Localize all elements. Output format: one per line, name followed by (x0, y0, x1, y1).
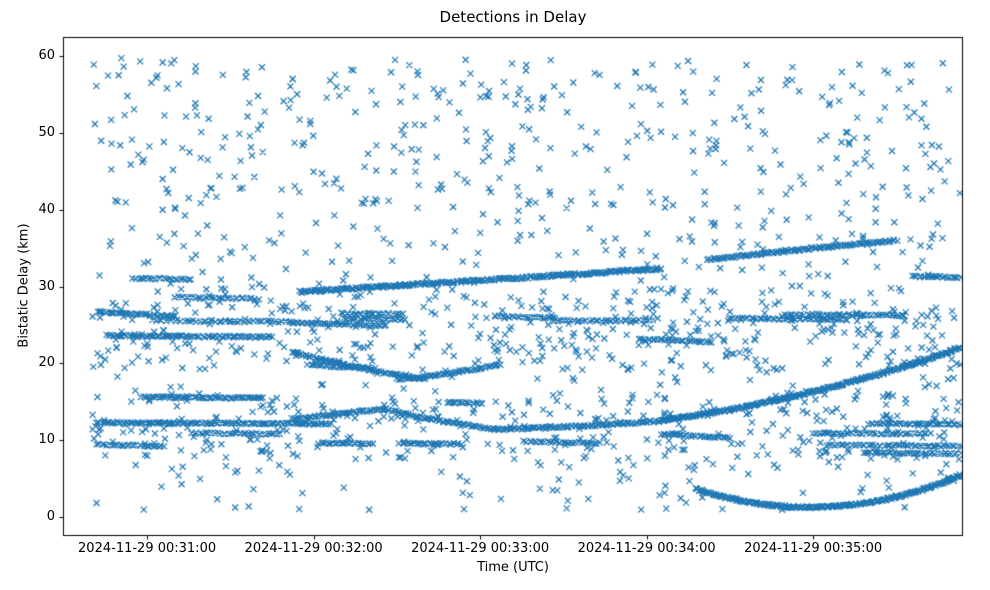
x-axis-label: Time (UTC) (477, 560, 549, 575)
y-tick-label: 30 (38, 278, 55, 294)
y-tick-label: 40 (38, 201, 55, 217)
y-tick-label: 50 (38, 124, 55, 140)
x-tick-label: 2024-11-29 00:34:00 (577, 541, 716, 556)
y-tick-label: 0 (46, 508, 55, 524)
x-tick-label: 2024-11-29 00:33:00 (411, 541, 550, 556)
chart-title: Detections in Delay (439, 8, 587, 26)
x-tick-label: 2024-11-29 00:31:00 (78, 541, 217, 556)
y-tick-label: 10 (38, 432, 55, 448)
y-tick-label: 60 (38, 48, 55, 64)
x-tick-label: 2024-11-29 00:32:00 (244, 541, 383, 556)
y-tick-label: 20 (38, 355, 55, 371)
x-tick-label: 2024-11-29 00:35:00 (744, 541, 883, 556)
